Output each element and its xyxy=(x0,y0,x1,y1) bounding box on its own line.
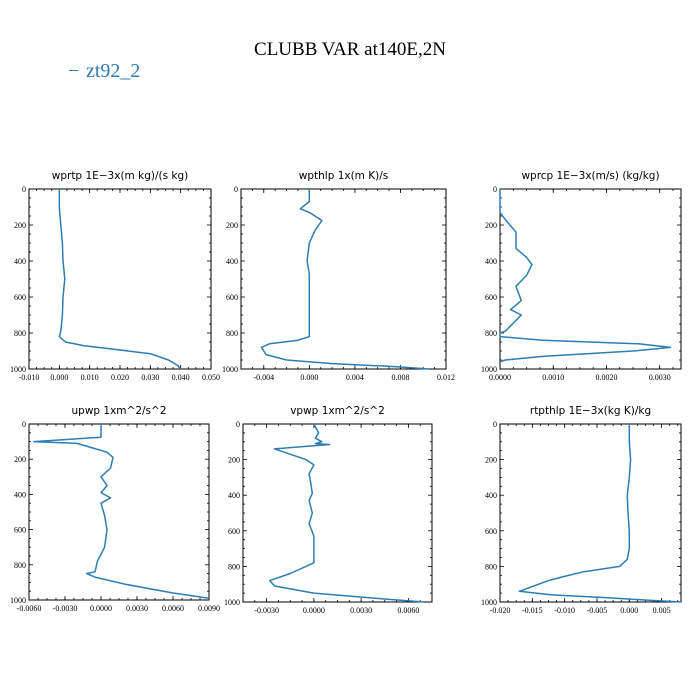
x-tick-label: -0.0030 xyxy=(53,604,78,613)
x-tick-label: 0.0000 xyxy=(303,606,325,615)
x-tick-label: -0.020 xyxy=(490,606,511,615)
y-tick-label: 400 xyxy=(226,257,238,266)
y-tick-label: 800 xyxy=(14,561,26,570)
figure-title: CLUBB VAR at140E,2N xyxy=(254,39,446,60)
panel-title: upwp 1xm^2/s^2 xyxy=(72,405,167,417)
y-tick-label: 600 xyxy=(226,293,238,302)
x-tick-label: 0.0010 xyxy=(542,373,564,382)
plot-frame xyxy=(499,423,682,603)
y-tick-label: 400 xyxy=(485,491,497,500)
plot-frame xyxy=(28,423,210,601)
legend-dash: − xyxy=(68,60,79,82)
y-tick-label: 1000 xyxy=(481,365,497,374)
series-line xyxy=(58,189,182,370)
legend-label: zt92_2 xyxy=(86,60,140,82)
y-tick-label: 600 xyxy=(485,293,497,302)
y-tick-label: 1000 xyxy=(10,365,26,374)
x-tick-label: 0.004 xyxy=(346,373,364,382)
panel-title: wprcp 1E−3x(m/s) (kg/kg) xyxy=(521,170,659,182)
y-tick-label: 800 xyxy=(485,562,497,571)
series-line xyxy=(269,423,425,603)
x-tick-label: -0.004 xyxy=(253,373,274,382)
plot-frame xyxy=(240,188,447,370)
y-tick-label: 200 xyxy=(485,221,497,230)
y-tick-label: 200 xyxy=(226,221,238,230)
y-tick-label: 800 xyxy=(14,329,26,338)
x-tick-label: 0.000 xyxy=(620,606,638,615)
x-tick-label: 0.0090 xyxy=(198,604,220,613)
x-tick-label: 0.0060 xyxy=(162,604,184,613)
legend: − zt92_2 xyxy=(68,60,140,82)
x-tick-label: -0.0030 xyxy=(254,606,279,615)
panel-1: wprtp 1E−3x(m kg)/(s kg) 0 200 400 600 800 100… xyxy=(10,170,220,382)
x-tick-label: 0.0030 xyxy=(126,604,148,613)
panel-4: upwp 1xm^2/s^2 0 200 400 600 800 1000-0.0060 -0… xyxy=(10,405,220,613)
x-tick-label: 0.020 xyxy=(111,373,129,382)
x-tick-label: 0.0030 xyxy=(350,606,372,615)
y-tick-label: 0 xyxy=(234,185,238,194)
y-tick-label: 200 xyxy=(485,456,497,465)
panel-6: rtpthlp 1E−3x(kg K)/kg02004006008001000-… xyxy=(481,405,682,615)
y-tick-label: 200 xyxy=(14,455,26,464)
panel-2: wpthlp 1x(m K)/s 0 200 400 600 800 1000 -0.004 0… xyxy=(222,170,455,382)
y-tick-label: 1000 xyxy=(222,365,238,374)
series-line xyxy=(499,189,672,363)
y-tick-label: 400 xyxy=(228,491,240,500)
y-tick-label: 1000 xyxy=(10,596,26,605)
y-tick-label: 0 xyxy=(493,185,497,194)
series-line xyxy=(260,189,429,370)
x-tick-label: -0.015 xyxy=(522,606,543,615)
x-tick-label: 0.030 xyxy=(141,373,159,382)
x-tick-label: 0.0020 xyxy=(595,373,617,382)
x-tick-label: 0.005 xyxy=(653,606,671,615)
x-tick-label: -0.0060 xyxy=(17,604,42,613)
series-line xyxy=(33,424,210,599)
x-tick-label: 0.040 xyxy=(172,373,190,382)
y-tick-label: 600 xyxy=(14,293,26,302)
panel-5: vpwp 1xm^2/s^2 0 200 400 600 800 1000 -0.0030 0.… xyxy=(224,405,433,615)
series-line xyxy=(518,424,682,603)
y-tick-label: 0 xyxy=(22,185,26,194)
y-tick-label: 600 xyxy=(14,526,26,535)
x-tick-label: 0.008 xyxy=(391,373,409,382)
panel-title: wpthlp 1x(m K)/s xyxy=(299,170,389,182)
x-tick-label: 0.010 xyxy=(81,373,99,382)
y-tick-label: 600 xyxy=(228,527,240,536)
x-tick-label: 0.0030 xyxy=(649,373,671,382)
y-tick-label: 400 xyxy=(14,490,26,499)
x-tick-label: -0.005 xyxy=(587,606,608,615)
panel-3: wprcp 1E−3x(m/s) (kg/kg) 0 200 400 600 800 100… xyxy=(481,170,682,382)
x-tick-label: 0.0000 xyxy=(489,373,511,382)
y-tick-label: 1000 xyxy=(224,598,240,607)
x-tick-label: 0.000 xyxy=(300,373,318,382)
y-tick-label: 400 xyxy=(14,257,26,266)
y-tick-label: 0 xyxy=(22,420,26,429)
y-tick-label: 200 xyxy=(14,221,26,230)
y-tick-label: 1000 xyxy=(481,598,497,607)
plot-frame xyxy=(242,423,433,603)
y-tick-label: 400 xyxy=(485,257,497,266)
x-tick-label: -0.010 xyxy=(554,606,575,615)
y-tick-label: 600 xyxy=(485,527,497,536)
y-tick-label: 800 xyxy=(485,329,497,338)
y-tick-label: 800 xyxy=(228,562,240,571)
panels: wprtp 1E−3x(m kg)/(s kg) 0 200 400 600 800 100… xyxy=(10,170,682,615)
x-tick-label: 0.012 xyxy=(437,373,455,382)
y-tick-label: 800 xyxy=(226,329,238,338)
x-tick-label: 0.050 xyxy=(202,373,220,382)
panel-title: rtpthlp 1E−3x(kg K)/kg xyxy=(530,405,651,417)
x-tick-label: 0.000 xyxy=(50,373,68,382)
x-tick-label: 0.0060 xyxy=(397,606,419,615)
y-tick-label: 0 xyxy=(493,420,497,429)
panel-title: vpwp 1xm^2/s^2 xyxy=(290,405,385,417)
y-tick-label: 0 xyxy=(236,420,240,429)
panel-title: wprtp 1E−3x(m kg)/(s kg) xyxy=(52,170,189,182)
y-tick-label: 200 xyxy=(228,456,240,465)
x-tick-label: 0.0000 xyxy=(90,604,112,613)
plot-frame xyxy=(28,188,212,370)
x-tick-label: -0.010 xyxy=(19,373,40,382)
